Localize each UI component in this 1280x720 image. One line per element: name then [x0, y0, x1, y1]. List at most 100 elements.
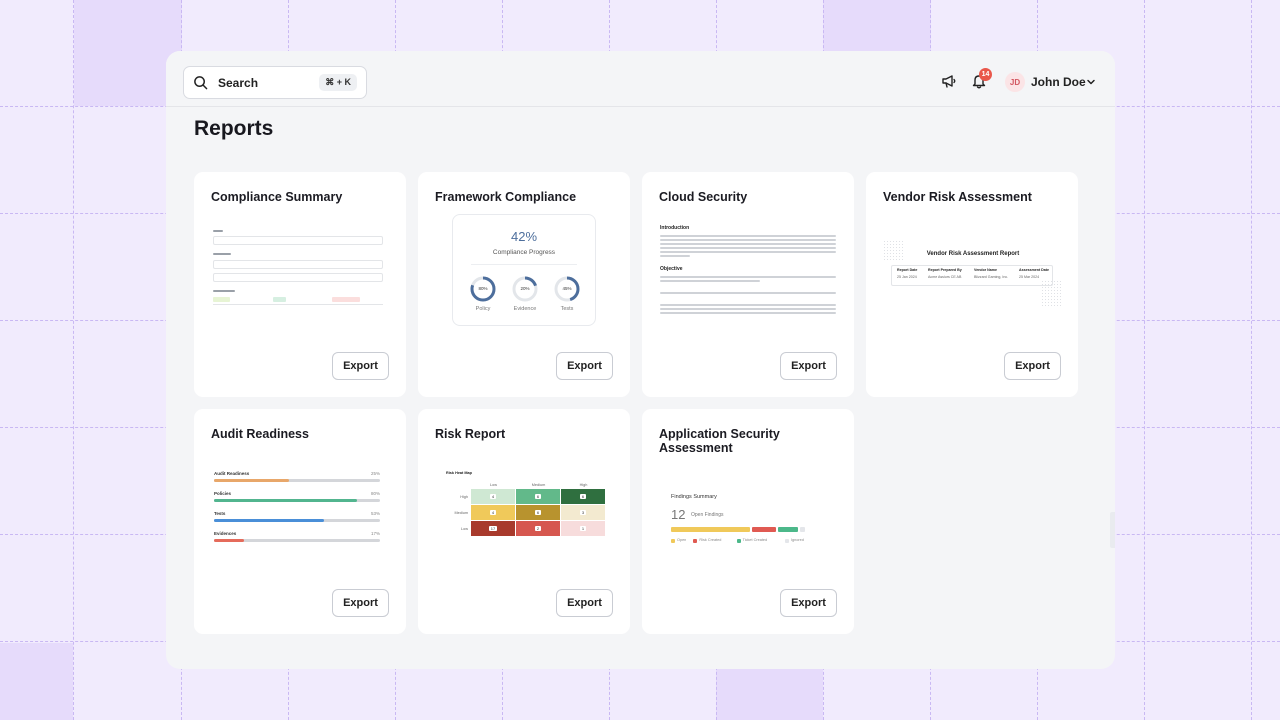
- findings-legend-swatch: [693, 539, 698, 543]
- risk-heatmap-preview: Risk Heat Map Low Medium High High Medium Low…: [444, 469, 609, 551]
- framework-preview: 42% Compliance Progress 80% Policy 20% Evi…: [452, 214, 596, 326]
- audit-row-fill: [214, 499, 357, 502]
- top-bar: Search ⌘ + K 14 JD John Doe: [166, 51, 1115, 107]
- card-title: Compliance Summary: [211, 190, 343, 204]
- heatmap-cell-value: 1: [579, 526, 587, 531]
- audit-row-label: Audit Readiness: [214, 471, 250, 476]
- audit-row-value: 80%: [370, 491, 380, 496]
- vendor-report-title: Vendor Risk Assessment Report: [926, 251, 1020, 257]
- compliance-progress-label: Compliance Progress: [492, 249, 556, 256]
- report-card-risk-report: Risk Report Risk Heat Map Low Medium High H…: [418, 409, 630, 634]
- audit-row-label: Policies: [214, 491, 232, 496]
- megaphone-icon[interactable]: [941, 73, 957, 89]
- ring-value: 20%: [520, 286, 530, 291]
- heatmap-cell: 6: [516, 489, 560, 504]
- search-input[interactable]: Search ⌘ + K: [183, 66, 367, 99]
- heatmap-cell-value: 2: [534, 526, 542, 531]
- findings-legend-swatch: [736, 539, 741, 543]
- report-card-cloud-security: Cloud Security Introduction Objective Ex…: [642, 172, 854, 397]
- findings-title: Findings Summary: [671, 494, 717, 500]
- findings-segment: [777, 527, 798, 532]
- vendor-col: Report Date: [897, 268, 918, 272]
- intro-heading: Introduction: [660, 225, 690, 231]
- heatmap-cell: 17: [471, 521, 515, 536]
- avatar[interactable]: JD: [1005, 72, 1025, 92]
- findings-legend-label: Open: [677, 538, 687, 542]
- heatmap-cell-value: 17: [488, 526, 498, 531]
- heatmap-col-label: Medium: [531, 483, 546, 487]
- user-name[interactable]: John Doe: [1031, 75, 1086, 89]
- cloud-security-preview: Introduction Objective: [659, 224, 839, 322]
- card-title: Cloud Security: [659, 190, 748, 204]
- heatmap-cell: 3: [561, 505, 605, 520]
- findings-legend-label: Ignored: [791, 538, 804, 542]
- findings-preview: Findings Summary 12 Open Findings Open Ri…: [671, 493, 831, 551]
- export-button[interactable]: Export: [332, 352, 389, 380]
- vendor-val: 25 Jan 2024: [897, 275, 917, 279]
- card-title: Risk Report: [435, 427, 506, 441]
- heatmap-row-label: Low: [461, 527, 468, 531]
- card-title: Application Security Assessment: [659, 427, 780, 455]
- side-panel-edge: [1110, 512, 1115, 548]
- heatmap-cell: 4: [471, 489, 515, 504]
- ring-label: Policy: [475, 306, 491, 312]
- export-button[interactable]: Export: [780, 589, 837, 617]
- compliance-summary-preview: [211, 228, 389, 318]
- card-title: Audit Readiness: [211, 427, 309, 441]
- export-button[interactable]: Export: [556, 589, 613, 617]
- heatmap-cell-value: 6: [534, 510, 542, 515]
- audit-row-label: Evidences: [214, 531, 237, 536]
- vendor-col: Assessment Date: [1019, 268, 1049, 272]
- notification-badge: 14: [979, 68, 992, 81]
- findings-segment: [799, 527, 806, 532]
- heatmap-row-label: Medium: [454, 511, 468, 515]
- search-shortcut: ⌘ + K: [319, 74, 357, 91]
- compliance-percent: 42%: [510, 229, 538, 244]
- heatmap-title: Risk Heat Map: [446, 471, 472, 475]
- ring-value: 45%: [562, 286, 572, 291]
- ring-value: 80%: [478, 286, 488, 291]
- audit-row-track: [214, 539, 380, 542]
- heatmap-cell-value: 3: [579, 510, 587, 515]
- report-card-framework-compliance: Framework Compliance 42% Compliance Prog…: [418, 172, 630, 397]
- audit-readiness-preview: Audit Readiness 25% Policies 80% Tests 53% Evi…: [214, 471, 386, 551]
- findings-legend-swatch: [671, 539, 675, 543]
- findings-count-label: Open Findings: [691, 512, 724, 518]
- search-icon: [194, 76, 208, 90]
- card-title: Framework Compliance: [435, 190, 577, 204]
- export-button[interactable]: Export: [780, 352, 837, 380]
- heatmap-cell: 1: [561, 521, 605, 536]
- report-card-app-security: Application Security Assessment Findings…: [642, 409, 854, 634]
- ring-label: Evidence: [513, 306, 537, 312]
- card-title: Vendor Risk Assessment: [883, 190, 1032, 204]
- audit-row-label: Tests: [214, 511, 226, 516]
- heatmap-row-label: High: [460, 495, 468, 499]
- audit-row-value: 53%: [370, 511, 380, 516]
- audit-row-track: [214, 519, 380, 522]
- vendor-val: Blizzard Gaming, Inc.: [974, 275, 1009, 279]
- report-card-vendor-risk: Vendor Risk Assessment Vendor Risk Asses…: [866, 172, 1078, 397]
- app-window: Search ⌘ + K 14 JD John Doe Reports Comp…: [166, 51, 1115, 669]
- heatmap-cell: 6: [516, 505, 560, 520]
- findings-legend-swatch: [785, 539, 789, 543]
- vendor-col: Report Prepared By: [928, 268, 962, 272]
- heatmap-cell-value: 6: [579, 494, 587, 499]
- progress-ring: 45% Tests: [553, 275, 581, 315]
- export-button[interactable]: Export: [1004, 352, 1061, 380]
- page-title: Reports: [194, 117, 274, 140]
- audit-row-value: 25%: [370, 471, 380, 476]
- export-button[interactable]: Export: [556, 352, 613, 380]
- heatmap-cell: 4: [471, 505, 515, 520]
- ring-label: Tests: [560, 306, 574, 312]
- report-card-compliance-summary: Compliance Summary Export: [194, 172, 406, 397]
- heatmap-cell-value: 4: [489, 510, 497, 515]
- chevron-down-icon[interactable]: [1086, 77, 1096, 87]
- search-label: Search: [218, 75, 259, 90]
- heatmap-col-label: Low: [490, 483, 497, 487]
- progress-ring: 80% Policy: [469, 275, 497, 315]
- report-card-audit-readiness: Audit Readiness Audit Readiness 25% Polici…: [194, 409, 406, 634]
- export-button[interactable]: Export: [332, 589, 389, 617]
- audit-row-fill: [214, 479, 289, 482]
- objective-heading: Objective: [660, 266, 683, 272]
- findings-legend-label: Ticket Created: [742, 538, 768, 542]
